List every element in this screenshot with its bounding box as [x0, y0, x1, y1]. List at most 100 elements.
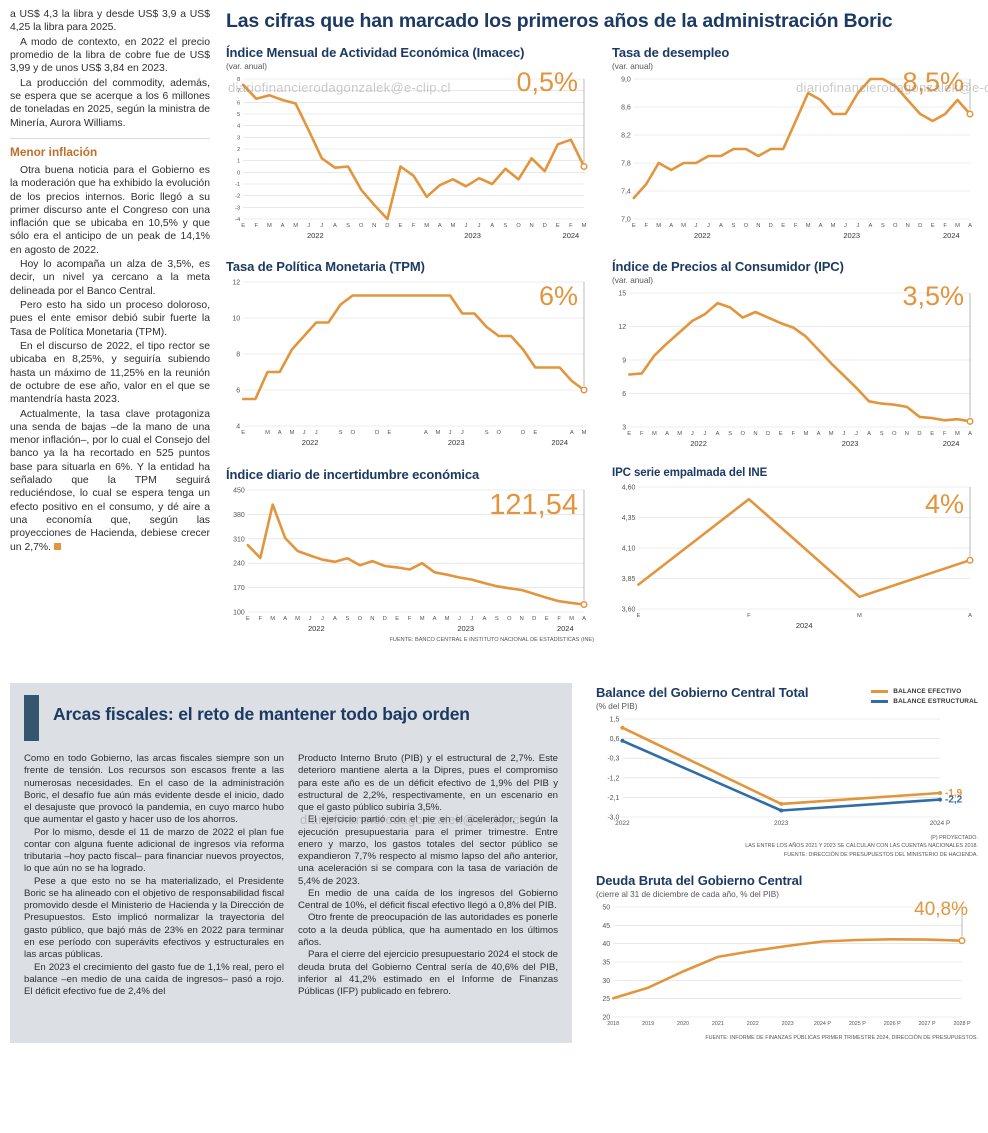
svg-text:2024: 2024 [796, 621, 813, 630]
svg-text:O: O [893, 223, 898, 229]
svg-text:8: 8 [236, 351, 240, 358]
svg-text:9,0: 9,0 [621, 76, 631, 83]
charts-source-note: FUENTE: BANCO CENTRAL E INSTITUTO NACION… [389, 637, 594, 643]
svg-text:100: 100 [233, 609, 245, 616]
svg-text:A: A [283, 616, 287, 622]
svg-text:D: D [375, 430, 379, 436]
svg-text:D: D [383, 616, 387, 622]
svg-text:S: S [728, 431, 732, 437]
svg-text:J: J [844, 223, 847, 229]
svg-text:450: 450 [233, 487, 245, 494]
svg-text:20: 20 [602, 1015, 610, 1022]
svg-text:1,5: 1,5 [610, 716, 620, 723]
balance-chart-title: Balance del Gobierno Central Total [596, 685, 809, 700]
article-subhead: Menor inflación [10, 137, 210, 160]
svg-text:F: F [408, 616, 412, 622]
svg-text:S: S [485, 430, 489, 436]
desempleo-chart-subtitle: (var. anual) [612, 62, 653, 71]
balance-footnote: LAS ENTRE LOS AÑOS 2021 Y 2023 SE CALCUL… [745, 843, 978, 850]
desempleo-chart-title: Tasa de desempleo [612, 45, 730, 60]
svg-text:M: M [267, 223, 272, 229]
svg-text:M: M [681, 223, 686, 229]
incertidumbre-chart-title: Índice diario de incertidumbre económica [226, 467, 480, 482]
svg-text:8: 8 [237, 77, 240, 83]
balance-efectivo-swatch [871, 690, 889, 693]
svg-text:0,6: 0,6 [610, 736, 620, 743]
svg-text:N: N [529, 223, 533, 229]
svg-text:2022: 2022 [694, 231, 711, 240]
article-paragraph: Hoy lo acompaña un alza de 3,5%, es deci… [10, 259, 210, 297]
svg-text:6: 6 [237, 100, 240, 106]
svg-text:8,2: 8,2 [621, 132, 631, 139]
fiscal-columns: Como en todo Gobierno, las arcas fiscale… [24, 753, 558, 998]
svg-text:M: M [293, 223, 298, 229]
svg-text:O: O [358, 616, 363, 622]
svg-text:E: E [241, 430, 245, 436]
svg-text:M: M [652, 431, 657, 437]
svg-text:A: A [281, 223, 285, 229]
deuda-callout: 40,8% [914, 899, 968, 921]
svg-text:A: A [433, 616, 437, 622]
svg-text:3,85: 3,85 [622, 576, 636, 583]
svg-text:D: D [532, 616, 536, 622]
svg-text:J: J [449, 430, 452, 436]
svg-text:F: F [943, 223, 947, 229]
tpm-chart: Tasa de Política Monetaria (TPM) 6% 12 10… [226, 259, 594, 449]
svg-text:F: F [569, 223, 573, 229]
svg-text:M: M [569, 616, 574, 622]
svg-text:F: F [255, 223, 259, 229]
fiscal-paragraph: Para el cierre del ejercicio presupuesta… [298, 949, 558, 998]
svg-text:E: E [781, 223, 785, 229]
svg-text:4,35: 4,35 [622, 515, 636, 522]
desempleo-chart-svg: 9,08,68,27,87,47,0E F M A M J J A S O N D E F M A M J J A S O… [621, 76, 974, 240]
svg-text:2018: 2018 [607, 1021, 619, 1027]
svg-text:O: O [741, 431, 746, 437]
svg-text:-3,0: -3,0 [607, 814, 619, 821]
svg-text:1: 1 [237, 159, 240, 165]
svg-text:45: 45 [602, 923, 610, 930]
svg-text:D: D [543, 223, 547, 229]
svg-text:F: F [557, 616, 561, 622]
svg-text:E: E [556, 223, 560, 229]
fiscal-paragraph: Producto Interno Bruto (PIB) y el estruc… [298, 753, 558, 814]
bottom-section: Arcas fiscales: el reto de mantener todo… [10, 683, 978, 1043]
svg-text:A: A [669, 223, 673, 229]
svg-text:E: E [636, 613, 640, 619]
svg-text:7,4: 7,4 [621, 188, 631, 195]
fiscal-paragraph: Como en todo Gobierno, las arcas fiscale… [24, 753, 284, 826]
svg-text:D: D [766, 431, 770, 437]
desempleo-callout: 8,5% [902, 67, 964, 97]
svg-text:F: F [412, 223, 416, 229]
svg-text:A: A [868, 223, 872, 229]
svg-text:O: O [516, 223, 521, 229]
svg-text:0: 0 [237, 170, 240, 176]
svg-text:M: M [451, 223, 456, 229]
balance-chart-subtitle: (% del PIB) [596, 702, 638, 711]
balance-estructural-label: BALANCE ESTRUCTURAL [893, 698, 978, 705]
svg-text:N: N [370, 616, 374, 622]
deuda-footnote: FUENTE: INFORME DE FINANZAS PÚBLICAS PRI… [705, 1035, 978, 1042]
svg-text:2024 P: 2024 P [930, 820, 951, 827]
balance-efectivo-label: BALANCE EFECTIVO [893, 688, 962, 695]
svg-text:4: 4 [236, 423, 240, 430]
svg-text:A: A [582, 616, 586, 622]
svg-text:2023: 2023 [843, 231, 860, 240]
svg-text:M: M [445, 616, 450, 622]
svg-text:5: 5 [237, 112, 240, 118]
svg-text:3: 3 [622, 424, 626, 431]
fiscal-headline: Arcas fiscales: el reto de mantener todo… [53, 704, 470, 724]
svg-text:A: A [570, 430, 574, 436]
svg-text:2022: 2022 [690, 439, 707, 448]
svg-text:S: S [731, 223, 735, 229]
svg-text:O: O [507, 616, 512, 622]
svg-text:J: J [855, 431, 858, 437]
svg-text:J: J [461, 430, 464, 436]
svg-text:E: E [931, 223, 935, 229]
ipc-empalmada-chart-svg: 4,60 4,35 4,10 3,85 3,60E F M A 2024 [622, 484, 974, 630]
svg-text:F: F [747, 613, 751, 619]
svg-text:10: 10 [232, 315, 240, 322]
svg-text:J: J [315, 430, 318, 436]
svg-text:A: A [968, 431, 972, 437]
